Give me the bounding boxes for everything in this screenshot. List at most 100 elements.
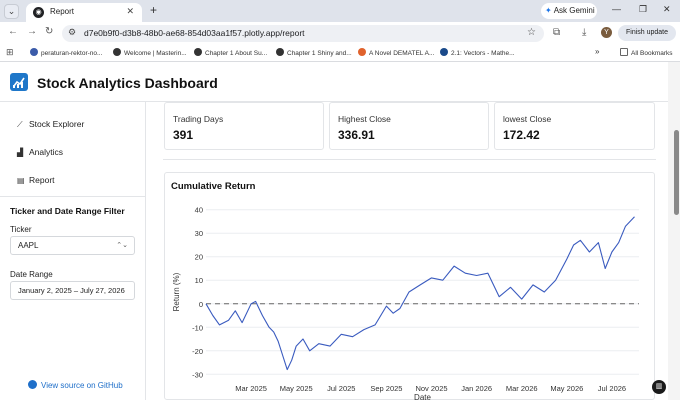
extensions-icon[interactable]: ⧉ [553, 27, 561, 38]
nav-item-label: Analytics [29, 147, 64, 157]
page-scrollbar-track[interactable] [668, 62, 680, 400]
bookmark-label: 2.1: Vectors - Mathe... [451, 50, 515, 57]
ticker-value: AAPL [18, 241, 39, 250]
bookmark-label: peraturan-rektor-no... [41, 50, 103, 57]
metric-card-trading-days: Trading Days 391 [164, 102, 324, 150]
site-info-icon[interactable]: ⚙ [68, 27, 77, 37]
ticker-select[interactable]: AAPL ⌃⌄ [10, 236, 135, 255]
x-tick-label: Mar 2026 [506, 384, 538, 393]
github-link[interactable]: View source on GitHub [28, 380, 123, 390]
plotly-app-badge-icon[interactable]: ▥ [652, 380, 666, 394]
nav-item-analytics[interactable]: ▟ Analytics [17, 147, 63, 157]
bookmark-item[interactable]: A Novel DEMATEL A... [358, 48, 434, 57]
ticker-label: Ticker [10, 225, 32, 234]
date-range-input[interactable]: January 2, 2025 – July 27, 2026 [10, 281, 135, 300]
plotly-favicon-icon: ◉ [33, 7, 44, 18]
x-tick-label: Jul 2025 [327, 384, 355, 393]
x-tick-label: Sep 2025 [370, 384, 402, 393]
nav-item-report[interactable]: ▤ Report [17, 175, 55, 185]
bookmark-favicon-icon [30, 48, 38, 56]
bookmark-favicon-icon [440, 48, 448, 56]
cumulative-return-chart[interactable]: -30 -20 -10 0 10 20 30 40 Mar 2025 May 2025 Jul 20… [165, 173, 656, 400]
reload-icon[interactable]: ↻ [45, 26, 54, 37]
bookmark-item[interactable]: Welcome | Masterin... [113, 48, 187, 57]
select-caret-icon: ⌃⌄ [116, 242, 128, 249]
content-divider [163, 159, 656, 160]
x-tick-label: May 2026 [550, 384, 583, 393]
close-window-icon[interactable]: ✕ [663, 4, 671, 14]
cumulative-return-card: Cumulative Return -30 -20 -10 0 10 20 30 40 Mar … [164, 172, 655, 400]
nav-item-label: Report [29, 175, 55, 185]
minimize-icon[interactable]: — [612, 4, 621, 14]
bookmarks-bar: ⊞ peraturan-rektor-no... Welcome | Maste… [0, 44, 680, 62]
y-tick-label: -20 [192, 347, 203, 356]
app-title: Stock Analytics Dashboard [37, 75, 218, 91]
x-axis-title: Date [414, 393, 431, 400]
ask-gemini-label: Ask Gemini [553, 6, 595, 15]
profile-avatar[interactable]: Y [601, 27, 612, 38]
address-toolbar: ← → ↻ ⚙ d7e0b9f0-d3b8-48b0-ae68-854d03aa… [0, 22, 680, 44]
y-tick-label: 30 [195, 229, 203, 238]
analytics-logo-icon [10, 73, 28, 91]
finish-update-button[interactable]: Finish update [618, 25, 676, 41]
y-tick-label: 20 [195, 253, 203, 262]
tab-close-icon[interactable]: ✕ [126, 6, 134, 16]
bookmark-label: Chapter 1 Shiny and... [287, 50, 352, 57]
folder-icon [620, 48, 628, 56]
card-label: Trading Days [173, 114, 224, 124]
ask-gemini-button[interactable]: ✦ Ask Gemini [541, 3, 597, 19]
sidebar-divider [0, 196, 146, 197]
x-tick-label: Mar 2025 [235, 384, 267, 393]
bookmark-label: Welcome | Masterin... [124, 50, 187, 57]
card-value: 172.42 [503, 128, 540, 142]
chart-title: Cumulative Return [171, 181, 256, 192]
bookmark-item[interactable]: 2.1: Vectors - Mathe... [440, 48, 515, 57]
y-tick-label: -30 [192, 370, 203, 379]
forward-icon[interactable]: → [27, 26, 37, 37]
nav-item-stock-explorer[interactable]: ⟋ Stock Explorer [17, 119, 84, 130]
new-tab-button[interactable]: + [150, 3, 158, 17]
bookmark-favicon-icon [113, 48, 121, 56]
all-bookmarks-label: All Bookmarks [631, 50, 673, 57]
page-scrollbar-thumb[interactable] [674, 130, 679, 215]
apps-grid-icon[interactable]: ⊞ [6, 47, 14, 57]
metric-card-lowest-close: lowest Close 172.42 [494, 102, 655, 150]
y-axis-title: Return (%) [172, 272, 181, 311]
card-value: 336.91 [338, 128, 375, 142]
downloads-icon[interactable]: ⤓ [582, 27, 587, 38]
card-label: lowest Close [503, 114, 552, 124]
filter-title: Ticker and Date Range Filter [10, 206, 125, 216]
x-tick-label: Jul 2026 [598, 384, 626, 393]
bookmark-favicon-icon [358, 48, 366, 56]
y-tick-label: 10 [195, 276, 203, 285]
browser-tab-report[interactable]: ◉ Report ✕ [26, 3, 142, 22]
back-icon[interactable]: ← [8, 26, 18, 37]
bookmark-label: Chapter 1 About Su... [205, 50, 268, 57]
app-root: Stock Analytics Dashboard ⟋ Stock Explore… [0, 62, 680, 400]
date-range-label: Date Range [10, 270, 53, 279]
x-tick-label: May 2025 [280, 384, 313, 393]
card-value: 391 [173, 128, 194, 142]
sidebar: ⟋ Stock Explorer ▟ Analytics ▤ Report Ticke… [0, 102, 146, 400]
github-link-label: View source on GitHub [41, 381, 123, 390]
browser-tab-strip: ⌄ ◉ Report ✕ + ✦ Ask Gemini — ❐ ✕ [0, 0, 680, 22]
y-tick-label: -10 [192, 323, 203, 332]
report-icon: ▤ [17, 176, 25, 185]
nav-item-label: Stock Explorer [29, 119, 85, 129]
bookmark-item[interactable]: Chapter 1 Shiny and... [276, 48, 352, 57]
chart-line-icon: ⟋ [17, 120, 23, 129]
bookmark-item[interactable]: peraturan-rektor-no... [30, 48, 102, 57]
all-bookmarks-button[interactable]: All Bookmarks [620, 48, 673, 57]
tab-search-icon[interactable]: ⌄ [4, 4, 19, 19]
bookmark-favicon-icon [194, 48, 202, 56]
x-tick-label: Jan 2026 [461, 384, 492, 393]
url-text[interactable]: d7e0b9f0-d3b8-48b0-ae68-854d03aa1f57.plo… [84, 28, 305, 38]
bookmark-item[interactable]: Chapter 1 About Su... [194, 48, 267, 57]
y-tick-label: 0 [199, 300, 203, 309]
maximize-icon[interactable]: ❐ [639, 4, 648, 14]
address-bar[interactable]: ⚙ d7e0b9f0-d3b8-48b0-ae68-854d03aa1f57.p… [62, 25, 544, 42]
more-bookmarks-icon[interactable]: » [595, 47, 600, 56]
analytics-icon: ▟ [17, 148, 24, 157]
bookmark-star-icon[interactable]: ☆ [527, 27, 536, 38]
metric-card-highest-close: Highest Close 336.91 [329, 102, 489, 150]
